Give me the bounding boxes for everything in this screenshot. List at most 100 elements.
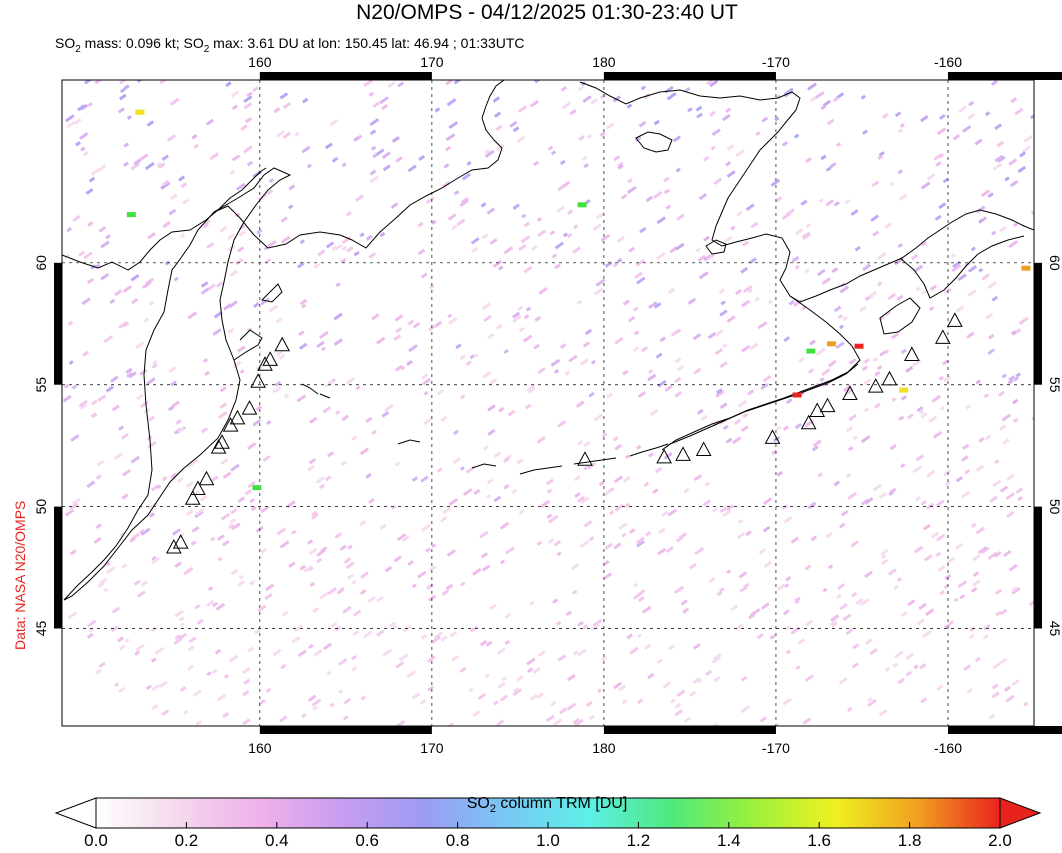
so2-pixel [586, 461, 597, 470]
so2-pixel [559, 159, 566, 166]
so2-pixel [365, 416, 373, 423]
lon-tick-label-top: -160 [934, 54, 962, 70]
so2-hot-pixel [577, 202, 587, 208]
so2-pixel [262, 454, 271, 462]
so2-pixel [174, 561, 182, 568]
so2-pixel [822, 99, 832, 107]
so2-pixel [896, 294, 904, 302]
so2-pixel [556, 551, 562, 557]
so2-pixel [987, 551, 998, 560]
so2-pixel [199, 495, 208, 502]
so2-pixel [275, 317, 283, 324]
so2-pixel [351, 665, 358, 672]
so2-pixel [884, 310, 891, 317]
volcano-triangle-icon [842, 385, 858, 400]
so2-pixel [316, 340, 325, 349]
so2-pixel [419, 699, 427, 705]
colorbar-max-arrow [999, 797, 1042, 829]
so2-pixel [492, 96, 501, 103]
so2-pixel [280, 216, 288, 223]
so2-pixel [237, 246, 245, 253]
so2-pixel [675, 242, 685, 251]
so2-pixel [138, 528, 145, 535]
so2-pixel [760, 383, 769, 391]
so2-pixel [900, 463, 906, 469]
so2-pixel [70, 549, 77, 556]
so2-pixel [355, 385, 361, 391]
so2-pixel [407, 164, 417, 173]
so2-pixel [771, 449, 778, 456]
so2-pixel [545, 714, 555, 723]
so2-pixel [912, 465, 923, 474]
so2-pixel [501, 676, 507, 682]
so2-pixel [306, 163, 312, 169]
so2-pixel [123, 142, 130, 148]
so2-pixel [244, 117, 253, 124]
so2-pixel [473, 488, 481, 495]
so2-pixel [1019, 151, 1027, 158]
so2-pixel [151, 555, 157, 562]
lat-tick-label-left: 60 [33, 255, 49, 271]
so2-pixel [185, 481, 194, 488]
so2-pixel [794, 599, 800, 605]
so2-pixel [62, 394, 72, 403]
so2-pixel [733, 418, 742, 426]
karaginsky-island [260, 283, 283, 303]
so2-pixel [984, 111, 991, 117]
so2-pixel [139, 368, 148, 376]
so2-pixel [227, 233, 235, 240]
so2-pixel [838, 522, 846, 529]
so2-pixel [266, 420, 272, 425]
so2-pixel [372, 101, 380, 108]
so2-pixel [782, 609, 790, 616]
so2-pixel [459, 354, 467, 361]
so2-pixel [593, 413, 604, 422]
so2-pixel [1005, 694, 1015, 703]
so2-pixel [218, 411, 228, 419]
so2-pixel [95, 668, 102, 675]
so2-pixel [255, 405, 263, 411]
so2-hot-pixel [806, 348, 816, 354]
so2-pixel [759, 716, 767, 723]
so2-pixel [346, 573, 355, 580]
so2-pixel [722, 509, 732, 518]
anadyr-coast [213, 80, 505, 249]
so2-pixel [291, 529, 297, 535]
so2-pixel [534, 315, 542, 322]
so2-pixel [288, 561, 296, 569]
so2-pixel [583, 163, 589, 169]
so2-pixel [755, 131, 761, 137]
so2-pixel [299, 239, 306, 245]
so2-pixel [156, 161, 162, 167]
so2-pixel [202, 358, 209, 363]
so2-pixel [692, 677, 701, 685]
so2-pixel [312, 705, 318, 711]
so2-pixel [146, 120, 155, 127]
so2-pixel [820, 154, 827, 161]
so2-pixel [1001, 373, 1007, 379]
so2-pixel [105, 385, 114, 393]
so2-pixel [725, 437, 733, 444]
so2-pixel [999, 485, 1009, 493]
so2-pixel [726, 504, 735, 512]
so2-pixel [119, 80, 127, 85]
so2-pixel [219, 386, 227, 393]
so2-pixel [523, 265, 533, 274]
so2-pixel [643, 481, 650, 487]
so2-pixel [747, 288, 754, 294]
so2-pixel [588, 391, 595, 398]
so2-pixel [564, 370, 571, 376]
so2-pixel [359, 232, 365, 238]
frame-bar-left [54, 262, 62, 385]
so2-pixel [147, 232, 156, 240]
so2-pixel [647, 672, 655, 680]
so2-pixel [712, 653, 722, 661]
so2-pixel [484, 149, 491, 155]
so2-pixel [572, 650, 579, 656]
so2-pixel [851, 591, 858, 598]
so2-pixel [811, 445, 819, 452]
so2-pixel [975, 379, 982, 385]
volcano-triangle-icon [262, 351, 278, 366]
so2-pixel [936, 684, 944, 691]
so2-pixel [274, 380, 282, 387]
